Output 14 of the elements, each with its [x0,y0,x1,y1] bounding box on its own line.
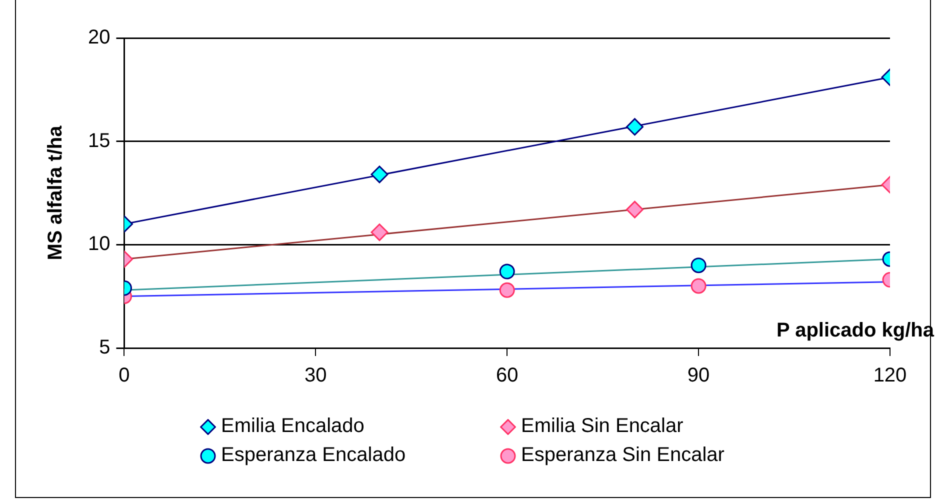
y-tick-label: 20 [88,26,110,49]
x-tick-label: 0 [118,364,130,387]
y-tick-label: 15 [88,130,110,152]
legend-label: Emilia Encalado [221,415,364,438]
y-axis-title: MS alfalfa t/ha [44,124,67,260]
legend-label: Esperanza Encalado [221,444,406,467]
y-tick-label: 10 [88,233,110,256]
legend-label: Esperanza Sin Encalar [521,444,724,467]
x-tick-label: 30 [304,364,327,387]
x-tick-label: 120 [873,364,907,387]
x-tick-label: 60 [496,364,518,387]
legend-label: Emilia Sin Encalar [521,415,684,438]
x-tick-label: 90 [687,364,710,387]
y-tick-label: 5 [99,336,110,359]
